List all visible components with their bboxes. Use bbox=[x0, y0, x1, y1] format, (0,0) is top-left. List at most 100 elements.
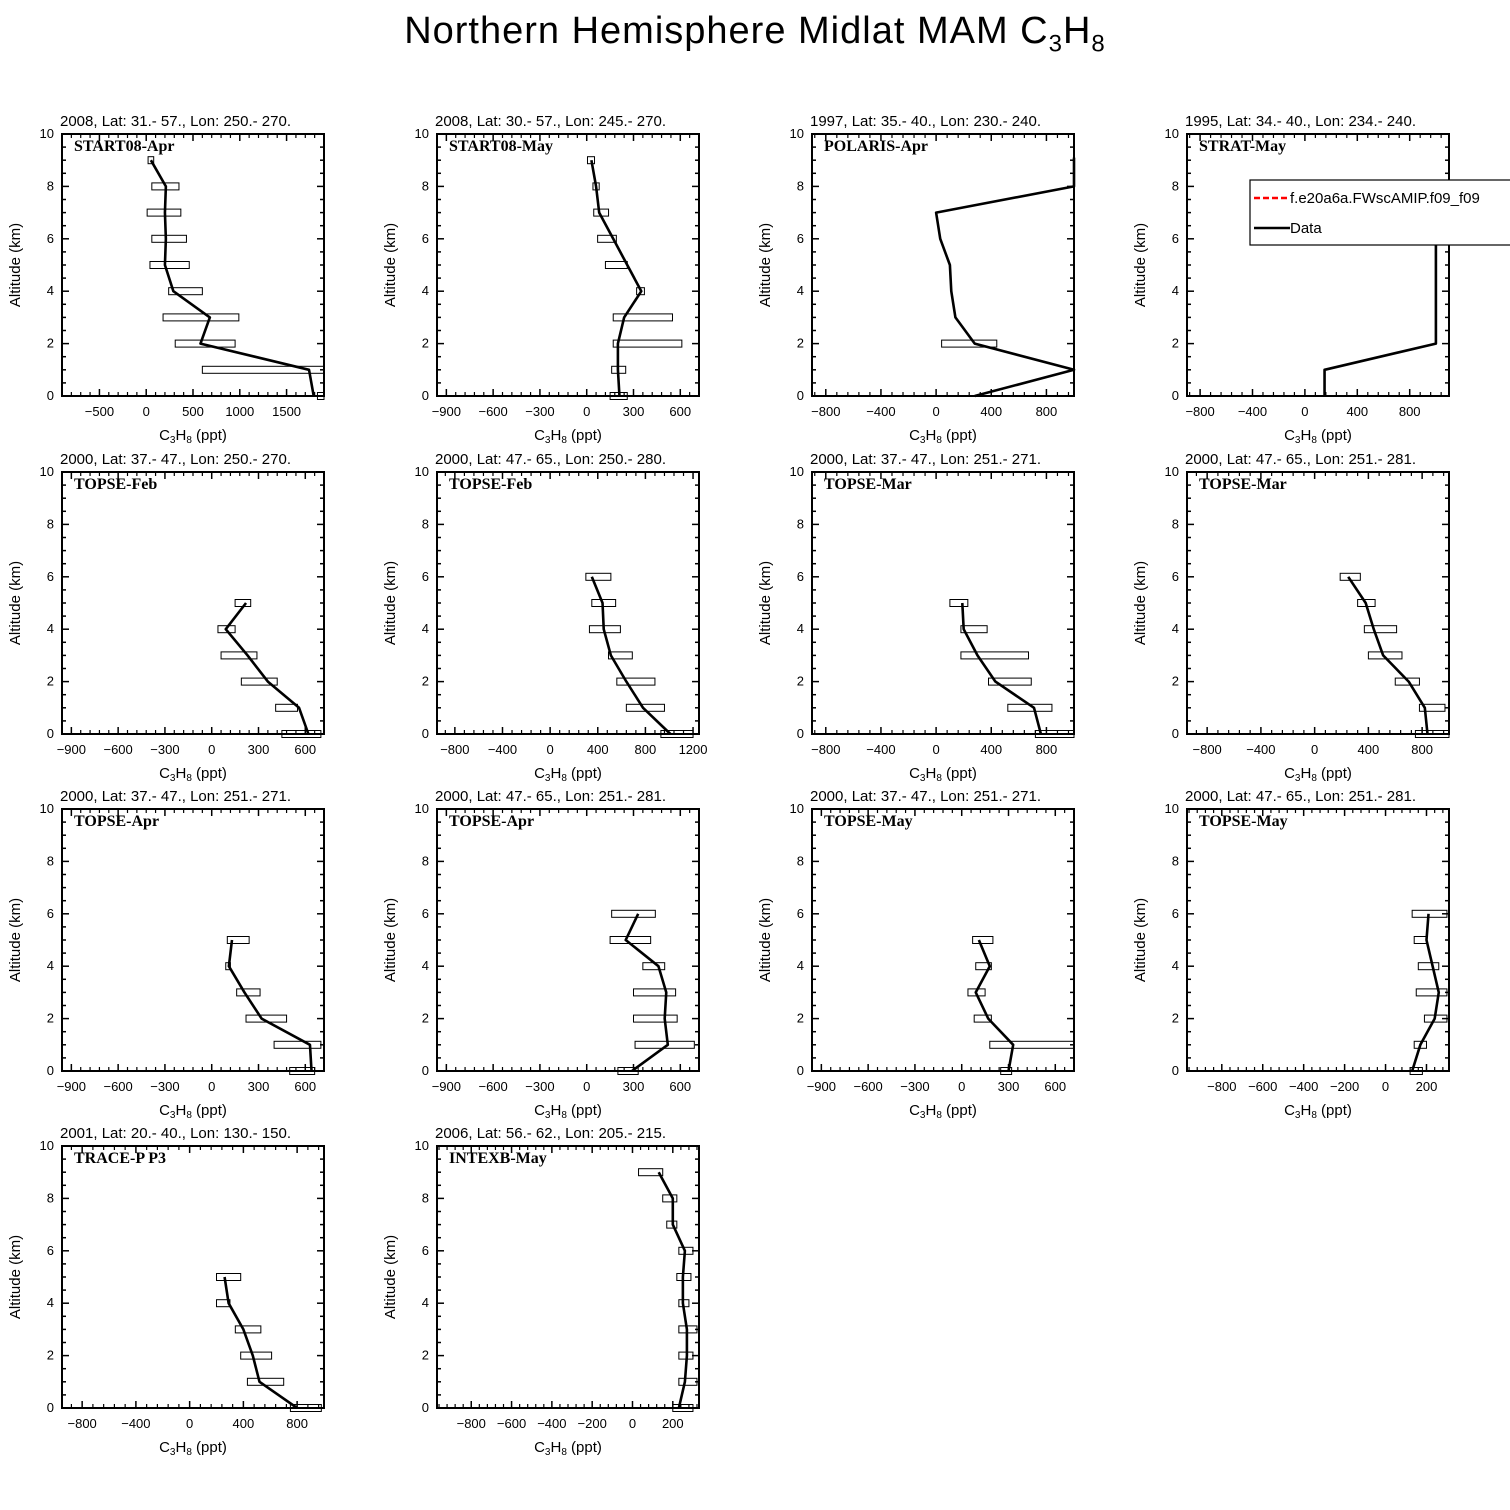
y-tick-label: 10 bbox=[1165, 801, 1179, 816]
error-box bbox=[949, 599, 969, 607]
panel-name: INTEXB-May bbox=[449, 1150, 547, 1167]
x-tick-label: 400 bbox=[980, 742, 1002, 757]
error-box bbox=[972, 936, 994, 944]
y-tick-label: 10 bbox=[790, 801, 804, 816]
y-tick-label: 6 bbox=[797, 569, 804, 584]
error-box bbox=[149, 261, 190, 269]
error-box bbox=[638, 1168, 664, 1177]
x-tick-label: 0 bbox=[583, 404, 590, 419]
error-box bbox=[660, 730, 694, 738]
panel-12: 2000, Lat: 47.- 65., Lon: 251.- 281. 0 2 4 6… bbox=[1132, 788, 1450, 1121]
x-tick-label: 0 bbox=[958, 1079, 965, 1094]
panel-14: 2006, Lat: 56.- 62., Lon: 205.- 215. 0 2 4 6… bbox=[382, 1125, 700, 1458]
error-box bbox=[1394, 677, 1420, 686]
x-tick-label: −600 bbox=[1248, 1079, 1277, 1094]
data-line bbox=[657, 1171, 689, 1409]
panel-header: 1995, Lat: 34.- 40., Lon: 234.- 240. bbox=[1185, 113, 1416, 130]
error-box bbox=[633, 1014, 678, 1023]
y-tick-label: 4 bbox=[422, 1295, 429, 1310]
y-tick-label: 8 bbox=[797, 178, 804, 193]
y-tick-label: 10 bbox=[1165, 126, 1179, 141]
x-tick-label: 600 bbox=[669, 1079, 691, 1094]
panel-header: 2000, Lat: 47.- 65., Lon: 250.- 280. bbox=[435, 451, 666, 468]
y-tick-label: 8 bbox=[47, 178, 54, 193]
error-box bbox=[1417, 962, 1440, 971]
panel-frame bbox=[61, 133, 325, 397]
error-box bbox=[607, 651, 633, 660]
error-box bbox=[1418, 703, 1446, 712]
error-box bbox=[597, 234, 617, 243]
panel-name: START08-Apr bbox=[74, 138, 174, 155]
x-tick-label: 0 bbox=[143, 404, 150, 419]
x-tick-label: −600 bbox=[103, 1079, 132, 1094]
panel-name: TRACE-P P3 bbox=[74, 1150, 166, 1167]
panel-frame bbox=[436, 808, 700, 1072]
x-tick-label: −900 bbox=[57, 742, 86, 757]
y-tick-label: 6 bbox=[797, 231, 804, 246]
panel-frame bbox=[1186, 808, 1450, 1072]
panel-7: 2000, Lat: 37.- 47., Lon: 251.- 271. 0 2 4 6… bbox=[757, 451, 1075, 784]
x-tick-label: 800 bbox=[1411, 742, 1433, 757]
x-axis-label: C3H8 (ppt) bbox=[1284, 427, 1352, 446]
y-tick-label: 4 bbox=[422, 958, 429, 973]
y-tick-label: 8 bbox=[422, 1190, 429, 1205]
x-tick-label: 400 bbox=[587, 742, 609, 757]
x-tick-label: 200 bbox=[1416, 1079, 1438, 1094]
x-tick-label: −400 bbox=[866, 404, 895, 419]
x-tick-label: −300 bbox=[150, 742, 179, 757]
y-tick-label: 6 bbox=[1172, 906, 1179, 921]
x-tick-label: −400 bbox=[1289, 1079, 1318, 1094]
x-axis-label: C3H8 (ppt) bbox=[1284, 765, 1352, 784]
x-tick-label: −400 bbox=[537, 1416, 566, 1431]
y-tick-label: 2 bbox=[797, 1011, 804, 1026]
data-line bbox=[1410, 913, 1441, 1072]
error-box bbox=[678, 1377, 698, 1386]
error-box bbox=[289, 1404, 322, 1412]
y-tick-label: 0 bbox=[47, 1400, 54, 1415]
title-h: H bbox=[1062, 10, 1092, 52]
y-tick-label: 8 bbox=[422, 178, 429, 193]
data-line bbox=[227, 939, 313, 1072]
x-tick-label: −400 bbox=[866, 742, 895, 757]
x-tick-label: −400 bbox=[488, 742, 517, 757]
panel-6: 2000, Lat: 47.- 65., Lon: 250.- 280. 0 2 4 6… bbox=[382, 451, 708, 784]
x-axis-label: C3H8 (ppt) bbox=[534, 427, 602, 446]
error-box bbox=[201, 365, 325, 374]
x-tick-label: 0 bbox=[932, 742, 939, 757]
y-tick-label: 0 bbox=[47, 726, 54, 741]
x-axis-label: C3H8 (ppt) bbox=[1284, 1102, 1352, 1121]
y-tick-label: 10 bbox=[40, 464, 54, 479]
x-tick-label: 300 bbox=[248, 742, 270, 757]
x-tick-label: 0 bbox=[932, 404, 939, 419]
x-tick-label: 0 bbox=[208, 1079, 215, 1094]
y-tick-label: 6 bbox=[47, 231, 54, 246]
panel-frame bbox=[436, 133, 700, 397]
y-tick-label: 0 bbox=[47, 388, 54, 403]
y-tick-label: 8 bbox=[1172, 853, 1179, 868]
x-tick-label: 300 bbox=[998, 1079, 1020, 1094]
panel-8: 2000, Lat: 47.- 65., Lon: 251.- 281. 0 2 4 6… bbox=[1132, 451, 1450, 784]
x-tick-label: −800 bbox=[1207, 1079, 1236, 1094]
x-axis-label: C3H8 (ppt) bbox=[909, 427, 977, 446]
y-tick-label: 8 bbox=[422, 516, 429, 531]
panel-frame bbox=[436, 471, 700, 735]
error-box bbox=[1415, 988, 1448, 997]
y-tick-label: 10 bbox=[40, 1138, 54, 1153]
x-tick-label: −300 bbox=[525, 1079, 554, 1094]
panel-frame bbox=[811, 133, 1075, 397]
x-tick-label: −800 bbox=[68, 1416, 97, 1431]
error-box bbox=[151, 234, 187, 243]
error-box bbox=[234, 1325, 262, 1334]
panel-header: 2000, Lat: 47.- 65., Lon: 251.- 281. bbox=[1185, 451, 1416, 468]
x-tick-label: 300 bbox=[248, 1079, 270, 1094]
panel-13: 2001, Lat: 20.- 40., Lon: 130.- 150. 0 2 4 6… bbox=[7, 1125, 325, 1458]
error-box bbox=[273, 1040, 322, 1049]
y-tick-label: 6 bbox=[422, 1243, 429, 1258]
y-tick-label: 0 bbox=[1172, 388, 1179, 403]
panel-frame bbox=[1186, 133, 1450, 397]
error-box bbox=[1409, 1067, 1423, 1075]
y-tick-label: 4 bbox=[1172, 283, 1179, 298]
y-tick-label: 10 bbox=[790, 126, 804, 141]
panel-header: 2000, Lat: 37.- 47., Lon: 251.- 271. bbox=[810, 788, 1041, 805]
y-tick-label: 0 bbox=[47, 1063, 54, 1078]
